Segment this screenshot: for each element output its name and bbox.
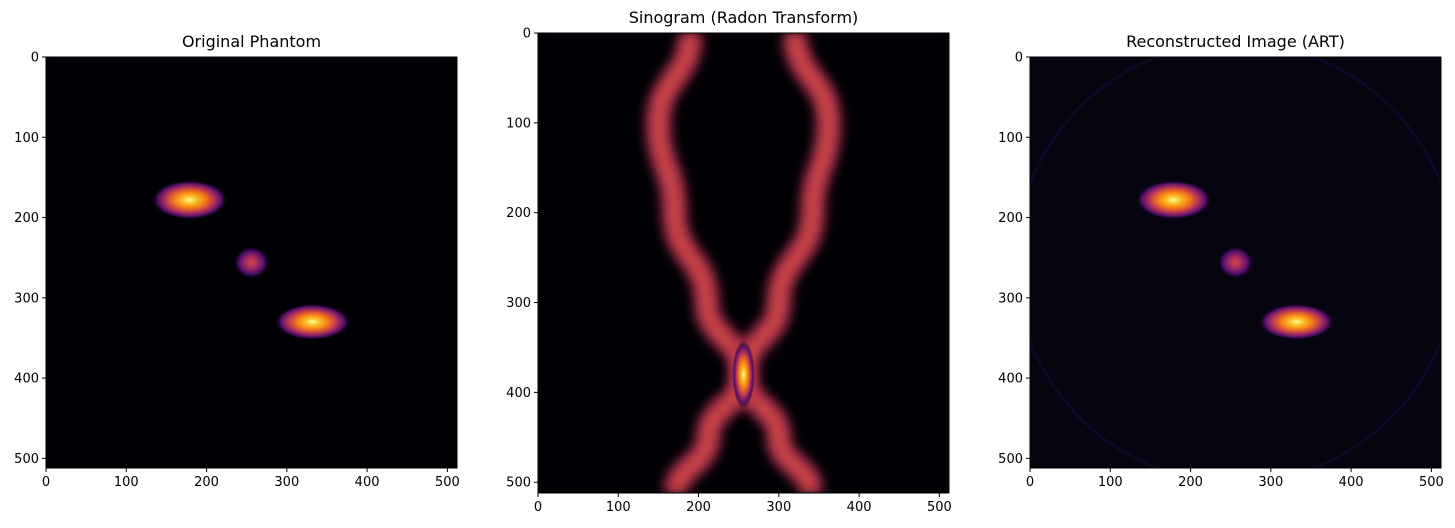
sinogram-hotspot [732,340,755,409]
x-tick-label: 300 [274,475,299,490]
intensity-blob [151,179,229,220]
x-tick-label: 300 [1258,475,1283,490]
chart-title: Original Phantom [181,32,322,51]
x-tick-label: 100 [1098,475,1123,490]
x-tick-label: 300 [766,500,791,515]
x-tick-label: 400 [1339,475,1364,490]
y-tick-label: 100 [14,131,39,146]
axes-frame [45,56,458,469]
x-tick-label: 200 [1178,475,1203,490]
y-tick-label: 400 [506,386,531,401]
y-tick-label: 300 [998,291,1023,306]
intensity-blob [273,303,352,341]
x-tick-label: 0 [534,500,542,515]
y-tick-label: 300 [14,291,39,306]
axes-frame [537,32,950,494]
x-tick-label: 0 [42,475,50,490]
x-tick-label: 500 [1419,475,1444,490]
y-tick-label: 400 [14,372,39,387]
y-tick-label: 0 [31,51,39,66]
x-tick-label: 500 [927,500,952,515]
y-tick-label: 500 [998,452,1023,467]
intensity-blob [1135,179,1213,220]
y-tick-label: 0 [523,27,531,42]
sinogram-curve-core [654,33,815,493]
x-tick-label: 100 [114,475,139,490]
y-tick-label: 200 [14,211,39,226]
x-tick-label: 400 [355,475,380,490]
intensity-blob [233,245,270,280]
y-tick-label: 100 [506,116,531,131]
y-tick-label: 500 [506,476,531,491]
intensity-blob [1257,303,1336,341]
y-tick-label: 100 [998,131,1023,146]
sinogram-curve-core [672,33,833,493]
y-tick-label: 500 [14,452,39,467]
y-tick-label: 200 [998,211,1023,226]
y-tick-label: 300 [506,296,531,311]
y-tick-label: 400 [998,372,1023,387]
y-tick-label: 200 [506,206,531,221]
axes-frame [1029,56,1442,469]
chart-title: Reconstructed Image (ART) [1126,32,1345,51]
y-tick-label: 0 [1015,51,1023,66]
x-tick-label: 200 [194,475,219,490]
x-tick-label: 200 [686,500,711,515]
x-tick-label: 100 [606,500,631,515]
chart-title: Sinogram (Radon Transform) [628,8,859,27]
intensity-blob [1217,245,1254,280]
x-tick-label: 500 [435,475,460,490]
x-tick-label: 0 [1026,475,1034,490]
x-tick-label: 400 [847,500,872,515]
